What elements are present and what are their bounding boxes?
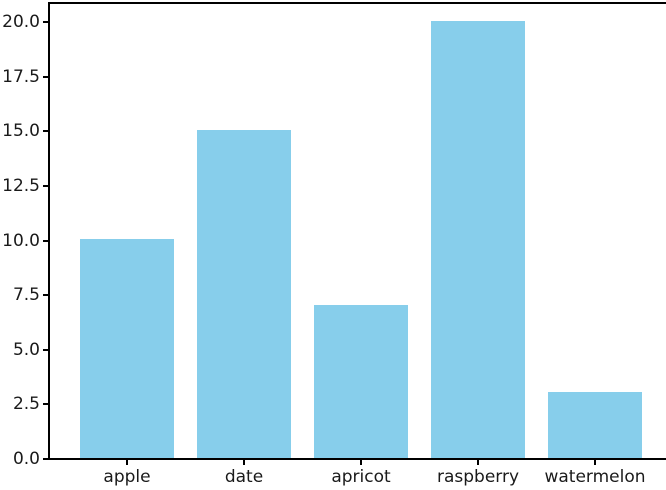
x-tick-mark <box>360 460 362 465</box>
x-tick-label-apricot: apricot <box>331 467 391 487</box>
x-tick-mark <box>477 460 479 465</box>
y-tick-mark <box>43 185 48 187</box>
y-tick-label-0.0: 0.0 <box>12 449 40 469</box>
x-tick-label-date: date <box>224 467 264 487</box>
bar-apricot <box>314 305 408 458</box>
y-tick-mark <box>43 458 48 460</box>
y-tick-mark <box>43 240 48 242</box>
x-tick-mark <box>243 460 245 465</box>
y-tick-label-17.5: 17.5 <box>2 67 40 87</box>
y-tick-label-15.0: 15.0 <box>2 121 40 141</box>
x-tick-label-raspberry: raspberry <box>436 467 520 487</box>
y-tick-mark <box>43 294 48 296</box>
x-tick-label-apple: apple <box>103 467 151 487</box>
y-tick-label-20.0: 20.0 <box>2 12 40 32</box>
y-tick-label-5.0: 5.0 <box>12 340 40 360</box>
bar-apple <box>80 239 174 458</box>
axis-spine-bottom <box>48 458 666 460</box>
y-tick-mark <box>43 349 48 351</box>
bar-date <box>197 130 291 458</box>
y-tick-mark <box>43 130 48 132</box>
y-tick-mark <box>43 76 48 78</box>
y-tick-label-10.0: 10.0 <box>2 231 40 251</box>
y-tick-label-2.5: 2.5 <box>12 394 40 414</box>
axis-spine-top <box>48 2 666 4</box>
bar-raspberry <box>431 21 525 458</box>
y-tick-label-7.5: 7.5 <box>12 285 40 305</box>
x-tick-label-watermelon: watermelon <box>544 467 646 487</box>
bar-watermelon <box>548 392 642 458</box>
y-tick-mark <box>43 403 48 405</box>
y-tick-label-12.5: 12.5 <box>2 176 40 196</box>
x-tick-mark <box>594 460 596 465</box>
y-tick-mark <box>43 21 48 23</box>
x-tick-mark <box>126 460 128 465</box>
axis-spine-left <box>48 2 50 460</box>
